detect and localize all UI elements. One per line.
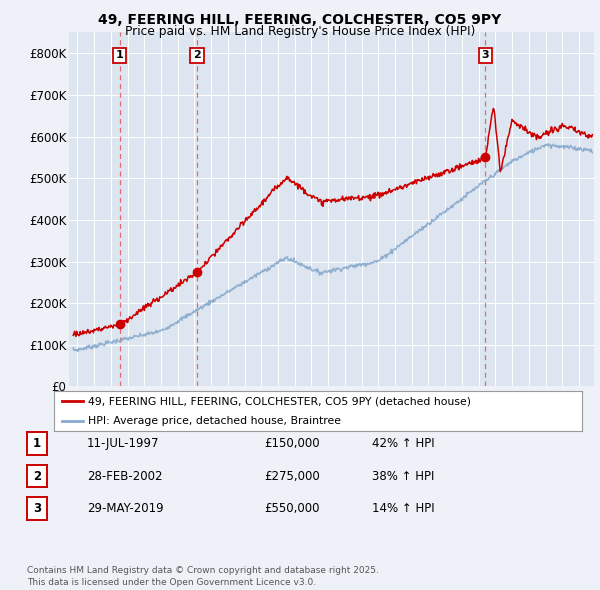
- Text: Price paid vs. HM Land Registry's House Price Index (HPI): Price paid vs. HM Land Registry's House …: [125, 25, 475, 38]
- Text: 11-JUL-1997: 11-JUL-1997: [87, 437, 160, 450]
- Text: 28-FEB-2002: 28-FEB-2002: [87, 470, 163, 483]
- Text: HPI: Average price, detached house, Braintree: HPI: Average price, detached house, Brai…: [88, 416, 341, 425]
- Text: 49, FEERING HILL, FEERING, COLCHESTER, CO5 9PY (detached house): 49, FEERING HILL, FEERING, COLCHESTER, C…: [88, 396, 472, 406]
- Text: £150,000: £150,000: [264, 437, 320, 450]
- Text: 3: 3: [482, 51, 490, 60]
- Text: 2: 2: [193, 51, 201, 60]
- Text: 14% ↑ HPI: 14% ↑ HPI: [372, 502, 434, 515]
- Text: £550,000: £550,000: [264, 502, 320, 515]
- Text: 29-MAY-2019: 29-MAY-2019: [87, 502, 164, 515]
- Text: 3: 3: [33, 502, 41, 515]
- Text: Contains HM Land Registry data © Crown copyright and database right 2025.
This d: Contains HM Land Registry data © Crown c…: [27, 566, 379, 587]
- Text: 2: 2: [33, 470, 41, 483]
- Text: 1: 1: [33, 437, 41, 450]
- Text: 1: 1: [116, 51, 124, 60]
- Text: 38% ↑ HPI: 38% ↑ HPI: [372, 470, 434, 483]
- Text: 42% ↑ HPI: 42% ↑ HPI: [372, 437, 434, 450]
- Text: 49, FEERING HILL, FEERING, COLCHESTER, CO5 9PY: 49, FEERING HILL, FEERING, COLCHESTER, C…: [98, 13, 502, 27]
- Text: £275,000: £275,000: [264, 470, 320, 483]
